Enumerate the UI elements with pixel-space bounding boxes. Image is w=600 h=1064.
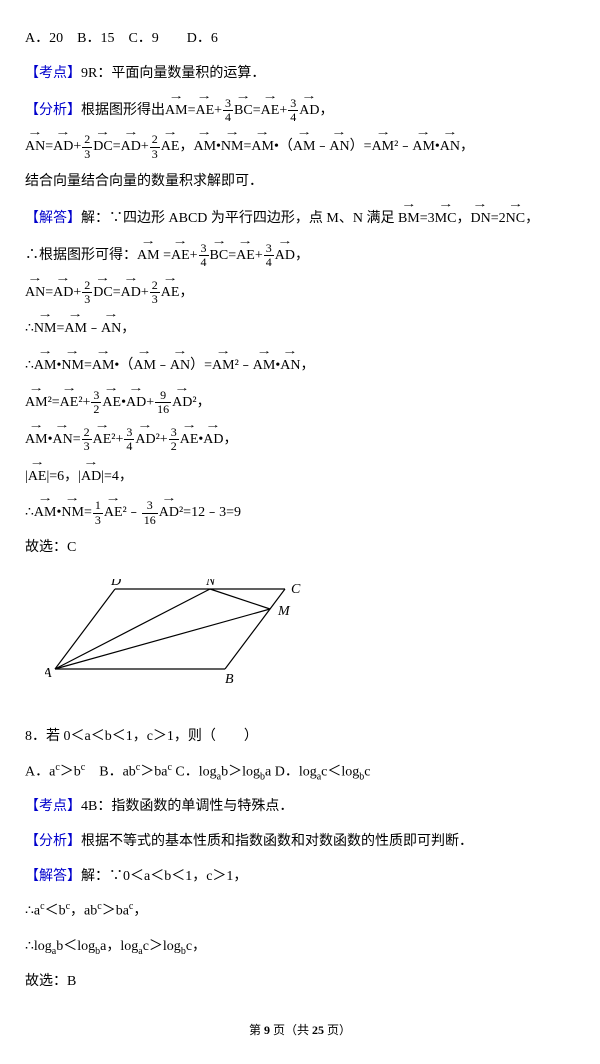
q7-choices: A．20 B．15 C．9 D．6 [25, 24, 575, 55]
q8-jieda-l2: ∴ac＜bc，abc＞bac， [25, 896, 575, 927]
q8-jieda-l1: 【解答】解：∵0＜a＜b＜1，c＞1， [25, 862, 575, 893]
svg-text:A: A [45, 666, 52, 681]
q7-jieda-l7: AM•AN=23AE²+34AD²+32AE•AD， [25, 423, 575, 456]
kaodian-label: 【考点】 [25, 799, 81, 814]
parallelogram-figure: A B C D N M [45, 579, 575, 702]
kaodian-label: 【考点】 [25, 66, 81, 81]
svg-text:B: B [225, 672, 234, 687]
q8-options: A．ac＞bc B．abc＞bac C．logab＞logba D．logac＜… [25, 757, 575, 788]
q8-jieda-l3: ∴logab＜logba，logac＞logbc， [25, 932, 575, 963]
svg-text:N: N [205, 579, 216, 589]
svg-text:D: D [110, 579, 121, 589]
fenxi-label: 【分析】 [25, 834, 81, 849]
q8-kaodian: 【考点】4B：指数函数的单调性与特殊点． [25, 792, 575, 823]
q7-answer: 故选：C [25, 533, 575, 564]
kaodian-text: 9R：平面向量数量积的运算． [81, 66, 265, 81]
jieda-label: 【解答】 [25, 869, 81, 884]
svg-text:M: M [277, 604, 291, 619]
q8-fenxi: 【分析】根据不等式的基本性质和指数函数和对数函数的性质即可判断． [25, 827, 575, 858]
q8-stem: 8．若 0＜a＜b＜1，c＞1，则（ ） [25, 722, 575, 753]
figure-svg: A B C D N M [45, 579, 305, 689]
q7-jieda-l9: ∴AM•NM=13AE²﹣316AD²=12﹣3=9 [25, 496, 575, 529]
svg-text:C: C [291, 582, 301, 597]
q7-fenxi-l2: AN=AD+23DC=AD+23AE，AM•NM=AM•（AM﹣AN）=AM²﹣… [25, 130, 575, 163]
jieda-label: 【解答】 [25, 211, 81, 226]
q7-jieda-l1: 【解答】解：∵四边形 ABCD 为平行四边形，点 M、N 满足 BM=3MC，D… [25, 202, 575, 235]
q8-answer: 故选：B [25, 967, 575, 998]
fenxi-label: 【分析】 [25, 103, 81, 118]
page-footer: 第 9 页（共 25 页） [25, 1017, 575, 1043]
